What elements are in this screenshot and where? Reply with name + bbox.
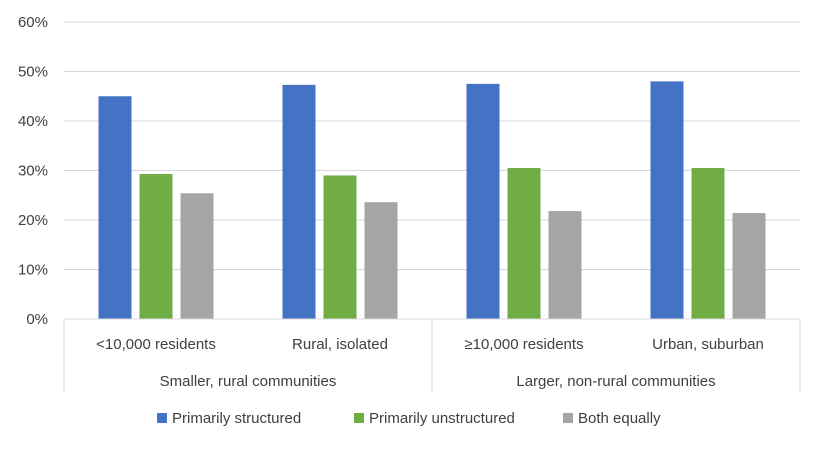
bar (466, 83, 500, 319)
category-label: <10,000 residents (96, 336, 216, 353)
y-tick-label: 10% (18, 262, 48, 279)
bar (548, 211, 582, 319)
category-labels: <10,000 residents Rural, isolated ≥10,000 … (96, 336, 764, 353)
legend-label: Primarily structured (172, 410, 301, 427)
legend-swatch (354, 413, 364, 423)
bar (364, 202, 398, 319)
legend-swatch (157, 413, 167, 423)
legend-label: Both equally (578, 410, 661, 427)
category-label: Rural, isolated (292, 336, 388, 353)
group-label: Larger, non-rural communities (516, 373, 715, 390)
series-1 (139, 168, 725, 319)
gridlines (64, 21, 800, 320)
group-labels: Smaller, rural communities Larger, non-ru… (160, 373, 716, 390)
y-tick-label: 50% (18, 64, 48, 81)
y-tick-label: 20% (18, 212, 48, 229)
legend-item: Primarily structured (157, 410, 301, 427)
bar (507, 168, 541, 319)
bar (98, 96, 132, 319)
legend-item: Primarily unstructured (354, 410, 515, 427)
group-label: Smaller, rural communities (160, 373, 337, 390)
bar (650, 81, 684, 320)
series-2 (180, 193, 766, 319)
y-tick-label: 60% (18, 14, 48, 31)
bar (323, 175, 357, 319)
legend-label: Primarily unstructured (369, 410, 515, 427)
bar (691, 168, 725, 319)
y-tick-label: 40% (18, 113, 48, 130)
legend-swatch (563, 413, 573, 423)
series-0 (98, 81, 684, 320)
y-tick-label: 0% (26, 311, 48, 328)
bar (732, 213, 766, 319)
x-axis (63, 318, 801, 392)
category-label: Urban, suburban (652, 336, 764, 353)
legend: Primarily structured Primarily unstructur… (157, 410, 661, 427)
bar (282, 84, 316, 320)
bar (139, 173, 173, 319)
y-tick-label: 30% (18, 163, 48, 180)
bars (98, 81, 766, 320)
legend-item: Both equally (563, 410, 661, 427)
category-label: ≥10,000 residents (464, 336, 583, 353)
bar (180, 193, 214, 319)
y-axis-tick-labels: 0% 10% 20% 30% 40% 50% 60% (18, 14, 48, 328)
